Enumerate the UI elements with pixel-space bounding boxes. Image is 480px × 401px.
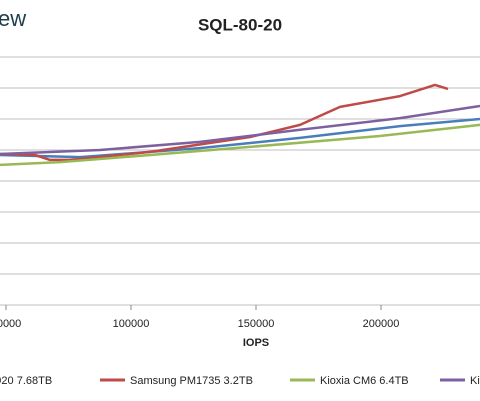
series-line — [0, 123, 480, 167]
x-tick-label: 50000 — [0, 318, 21, 330]
series-line — [0, 104, 480, 156]
legend-label: Samsung PM1735 3.2TB — [130, 375, 253, 387]
chart-title: SQL-80-20 — [198, 15, 282, 34]
x-tick-label: 100000 — [113, 318, 150, 330]
x-axis-label: IOPS — [243, 337, 269, 349]
legend-label: Kioxia CM6 6.4TB — [320, 375, 409, 387]
x-tick-label: 200000 — [363, 318, 400, 330]
series-line — [0, 117, 480, 159]
legend-label: Kio — [470, 375, 480, 387]
x-tick-label: 150000 — [238, 318, 275, 330]
legend-label: e 6920 7.68TB — [0, 375, 52, 387]
logo: ew — [0, 6, 26, 31]
